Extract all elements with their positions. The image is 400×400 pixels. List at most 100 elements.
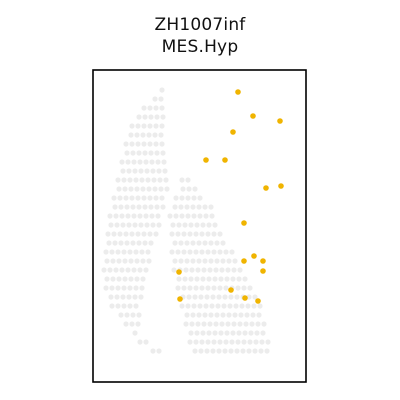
background-spot — [139, 285, 145, 291]
background-spot — [197, 195, 203, 201]
background-spot — [109, 303, 115, 309]
background-spot — [135, 231, 141, 237]
background-spot — [237, 321, 243, 327]
background-spot — [128, 276, 134, 282]
background-spot — [251, 303, 257, 309]
background-spot — [113, 213, 119, 219]
background-spot — [152, 96, 158, 102]
background-spot — [117, 231, 123, 237]
background-spot — [190, 240, 196, 246]
background-spot — [185, 303, 191, 309]
background-spot — [205, 249, 211, 255]
background-spot — [260, 330, 266, 336]
background-spot — [128, 186, 134, 192]
background-spot — [227, 303, 233, 309]
background-spot — [222, 294, 228, 300]
background-spot — [198, 348, 204, 354]
background-spot — [154, 204, 160, 210]
background-spot — [202, 312, 208, 318]
background-spot — [144, 168, 150, 174]
background-spot — [153, 195, 159, 201]
background-spot — [179, 213, 185, 219]
background-spot — [223, 249, 229, 255]
background-spot — [216, 348, 222, 354]
background-spot — [252, 348, 258, 354]
background-spot — [179, 303, 185, 309]
background-spot — [116, 186, 122, 192]
background-spot — [135, 321, 141, 327]
background-spot — [141, 105, 147, 111]
background-spot — [223, 285, 229, 291]
background-spot — [105, 231, 111, 237]
background-spot — [217, 339, 223, 345]
background-spot — [176, 222, 182, 228]
background-spot — [137, 267, 143, 273]
background-spot — [253, 339, 259, 345]
background-spot — [202, 204, 208, 210]
background-spot — [181, 249, 187, 255]
background-spot — [220, 258, 226, 264]
background-spot — [235, 285, 241, 291]
background-spot — [125, 213, 131, 219]
background-spot — [121, 285, 127, 291]
background-spot — [120, 168, 126, 174]
background-spot — [103, 249, 109, 255]
background-spot — [211, 231, 217, 237]
background-spot — [115, 249, 121, 255]
background-spot — [175, 285, 181, 291]
background-spot — [129, 231, 135, 237]
background-spot — [142, 114, 148, 120]
background-spot — [200, 276, 206, 282]
background-spot — [154, 150, 160, 156]
background-spot — [153, 141, 159, 147]
background-spot — [198, 294, 204, 300]
background-spot — [223, 339, 229, 345]
background-spot — [264, 348, 270, 354]
background-spot — [241, 339, 247, 345]
background-spot — [191, 195, 197, 201]
background-spot — [123, 231, 129, 237]
background-spot — [201, 321, 207, 327]
background-spot — [141, 231, 147, 237]
background-spot — [141, 195, 147, 201]
background-spot — [226, 258, 232, 264]
background-spot — [136, 114, 142, 120]
background-spot — [159, 123, 165, 129]
background-spot — [256, 312, 262, 318]
background-spot — [236, 330, 242, 336]
background-spot — [150, 168, 156, 174]
background-spot — [154, 114, 160, 120]
background-spot — [126, 168, 132, 174]
background-spot — [193, 231, 199, 237]
highlight-spot — [176, 269, 182, 275]
background-spot — [115, 303, 121, 309]
background-spot — [235, 339, 241, 345]
background-spot — [109, 285, 115, 291]
background-spot — [213, 267, 219, 273]
background-spot — [143, 267, 149, 273]
background-spot — [122, 276, 128, 282]
background-spot — [204, 294, 210, 300]
background-spot — [192, 348, 198, 354]
background-spot — [136, 240, 142, 246]
background-spot — [182, 276, 188, 282]
background-spot — [134, 276, 140, 282]
background-spot — [164, 186, 170, 192]
background-spot — [188, 222, 194, 228]
background-spot — [183, 321, 189, 327]
background-spot — [241, 285, 247, 291]
background-spot — [133, 285, 139, 291]
background-spot — [173, 195, 179, 201]
background-spot — [121, 249, 127, 255]
background-spot — [116, 258, 122, 264]
background-spot — [131, 213, 137, 219]
highlight-spot — [177, 296, 183, 302]
background-spot — [142, 150, 148, 156]
background-spot — [156, 222, 162, 228]
background-spot — [136, 204, 142, 210]
background-spot — [196, 258, 202, 264]
background-spot — [214, 240, 220, 246]
background-spot — [261, 321, 267, 327]
highlight-spot — [251, 253, 257, 259]
background-spot — [176, 276, 182, 282]
